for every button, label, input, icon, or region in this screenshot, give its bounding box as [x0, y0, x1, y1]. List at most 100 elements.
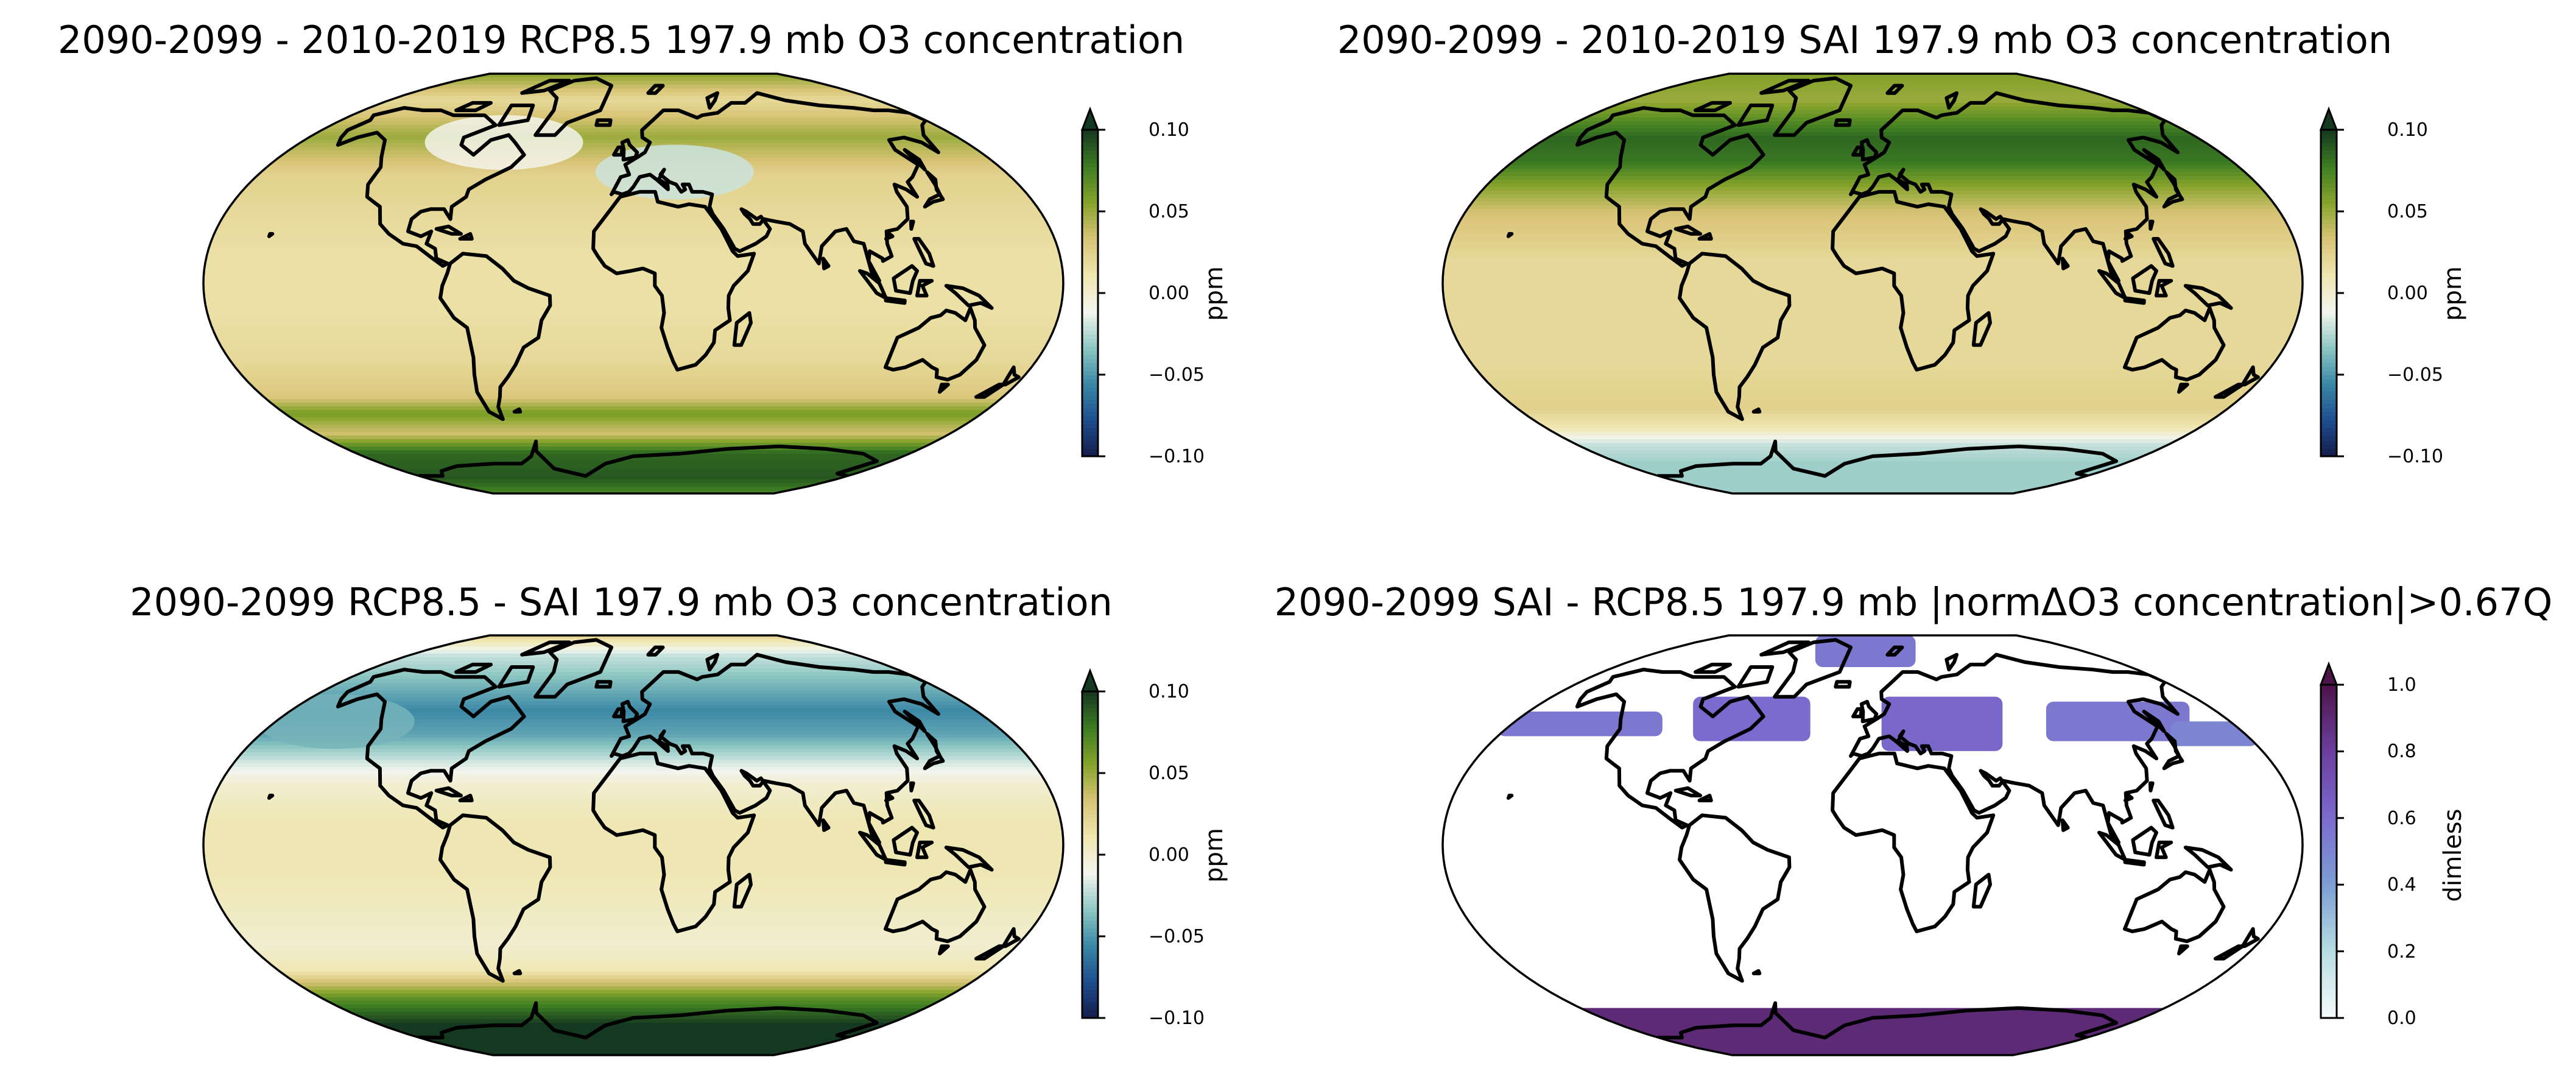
colorbar-swatch	[1082, 297, 1098, 302]
coastline-iceland	[594, 118, 613, 127]
coastline-ireland	[612, 707, 624, 719]
field-band	[203, 891, 1063, 896]
field-band	[203, 344, 1063, 348]
field-band	[203, 920, 1063, 925]
field-band	[1443, 439, 2303, 443]
field-band	[203, 256, 1063, 261]
coastline-north-america	[336, 668, 526, 830]
colorbar-swatch	[2321, 419, 2337, 425]
coastline-antarctica	[1656, 1001, 2119, 1040]
colorbar-swatch	[2321, 158, 2337, 163]
colorbar-swatch	[1082, 789, 1098, 794]
colorbar-swatch	[1082, 805, 1098, 811]
colorbar-swatch	[2321, 443, 2337, 449]
field-band	[203, 432, 1063, 436]
colorbar-swatch	[2321, 236, 2337, 241]
colorbar-swatch	[2321, 289, 2337, 294]
colorbar-swatch	[2321, 260, 2337, 266]
field-band	[203, 425, 1063, 429]
field-band	[203, 293, 1063, 297]
colorbar-swatch	[1082, 199, 1098, 204]
colorbar-swatch	[1082, 793, 1098, 799]
field-band	[1443, 74, 2303, 78]
field-band	[203, 913, 1063, 917]
field-band	[1443, 366, 2303, 370]
colorbar-swatch	[2321, 710, 2337, 715]
field-band	[203, 935, 1063, 939]
coastline-iceland	[1834, 680, 1852, 689]
coastline-japan	[2162, 170, 2184, 209]
field-band	[203, 957, 1063, 961]
field-band	[203, 917, 1063, 921]
coastline-hainan	[884, 231, 895, 241]
field-band	[203, 961, 1063, 965]
field-band	[203, 942, 1063, 947]
coastline-sri-lanka	[821, 818, 831, 832]
field-band	[203, 646, 1063, 651]
field-band	[203, 796, 1063, 800]
colorbar-swatch	[2321, 772, 2337, 777]
coastline-europe-asia	[610, 652, 940, 844]
colorbar-swatch	[1082, 227, 1098, 233]
field-band	[1443, 169, 2303, 173]
coastline-svalbard	[646, 83, 665, 95]
field-band	[203, 99, 1063, 104]
coastline-novaya-zemlya	[1944, 91, 1959, 110]
field-band	[203, 698, 1063, 702]
coastline-borneo	[892, 264, 919, 295]
field-band	[203, 639, 1063, 643]
coastline-ireland	[1851, 145, 1863, 157]
colorbar-swatch	[2321, 448, 2337, 453]
colorbar-swatch	[2321, 346, 2337, 351]
field-band	[1443, 92, 2303, 96]
coastline-sulawesi	[2155, 840, 2173, 860]
colorbar-swatch	[1082, 195, 1098, 200]
field-band	[1443, 341, 2303, 345]
coastline-new-zealand-south	[2214, 944, 2245, 961]
field-band	[203, 818, 1063, 822]
colorbar-swatch	[2321, 370, 2337, 375]
colorbar-swatch	[2321, 227, 2337, 233]
colorbar-swatch	[1082, 973, 1098, 978]
colorbar-swatch	[1082, 695, 1098, 701]
colorbar-swatch	[1082, 989, 1098, 994]
colorbar-swatch	[2321, 415, 2337, 420]
field-band	[1443, 428, 2303, 433]
coastline-australia	[884, 306, 987, 382]
colorbar-swatch	[2321, 843, 2337, 848]
coastline-north-america	[336, 106, 526, 268]
colorbar-swatch	[2321, 738, 2337, 744]
colorbar-swatch	[2321, 207, 2337, 212]
field-band	[203, 373, 1063, 378]
field-band	[203, 855, 1063, 859]
field-band	[203, 289, 1063, 294]
colorbar-swatch	[1082, 325, 1098, 331]
field-band	[203, 352, 1063, 356]
colorbar-swatch	[1082, 174, 1098, 180]
colorbar-swatch	[1082, 130, 1098, 135]
coastline-philippines	[2152, 799, 2175, 830]
field-band	[203, 785, 1063, 790]
colorbar-swatch	[2321, 860, 2337, 865]
colorbar-swatch	[1082, 969, 1098, 974]
colorbar-tick-label: 0.2	[2387, 941, 2416, 963]
field-band	[203, 807, 1063, 811]
field-band	[1443, 253, 2303, 257]
colorbar-swatch	[2321, 256, 2337, 261]
colorbar-swatch	[1082, 272, 1098, 278]
field-band	[203, 417, 1063, 422]
colorbar-swatch	[2321, 838, 2337, 844]
colorbar-swatch	[1082, 158, 1098, 163]
coastline-new-guinea	[944, 846, 994, 872]
colorbar-swatch	[1082, 1002, 1098, 1006]
coastline-baffin	[1736, 665, 1775, 689]
colorbar-swatch	[2321, 244, 2337, 249]
field-band	[1443, 103, 2303, 107]
field-band	[203, 661, 1063, 665]
field-band	[1443, 180, 2303, 184]
field-band	[1443, 414, 2303, 418]
coastline-java	[2123, 858, 2146, 867]
coastline-madagascar	[732, 311, 753, 347]
colorbar-swatch	[1082, 757, 1098, 761]
colorbar-swatch	[1082, 911, 1098, 917]
